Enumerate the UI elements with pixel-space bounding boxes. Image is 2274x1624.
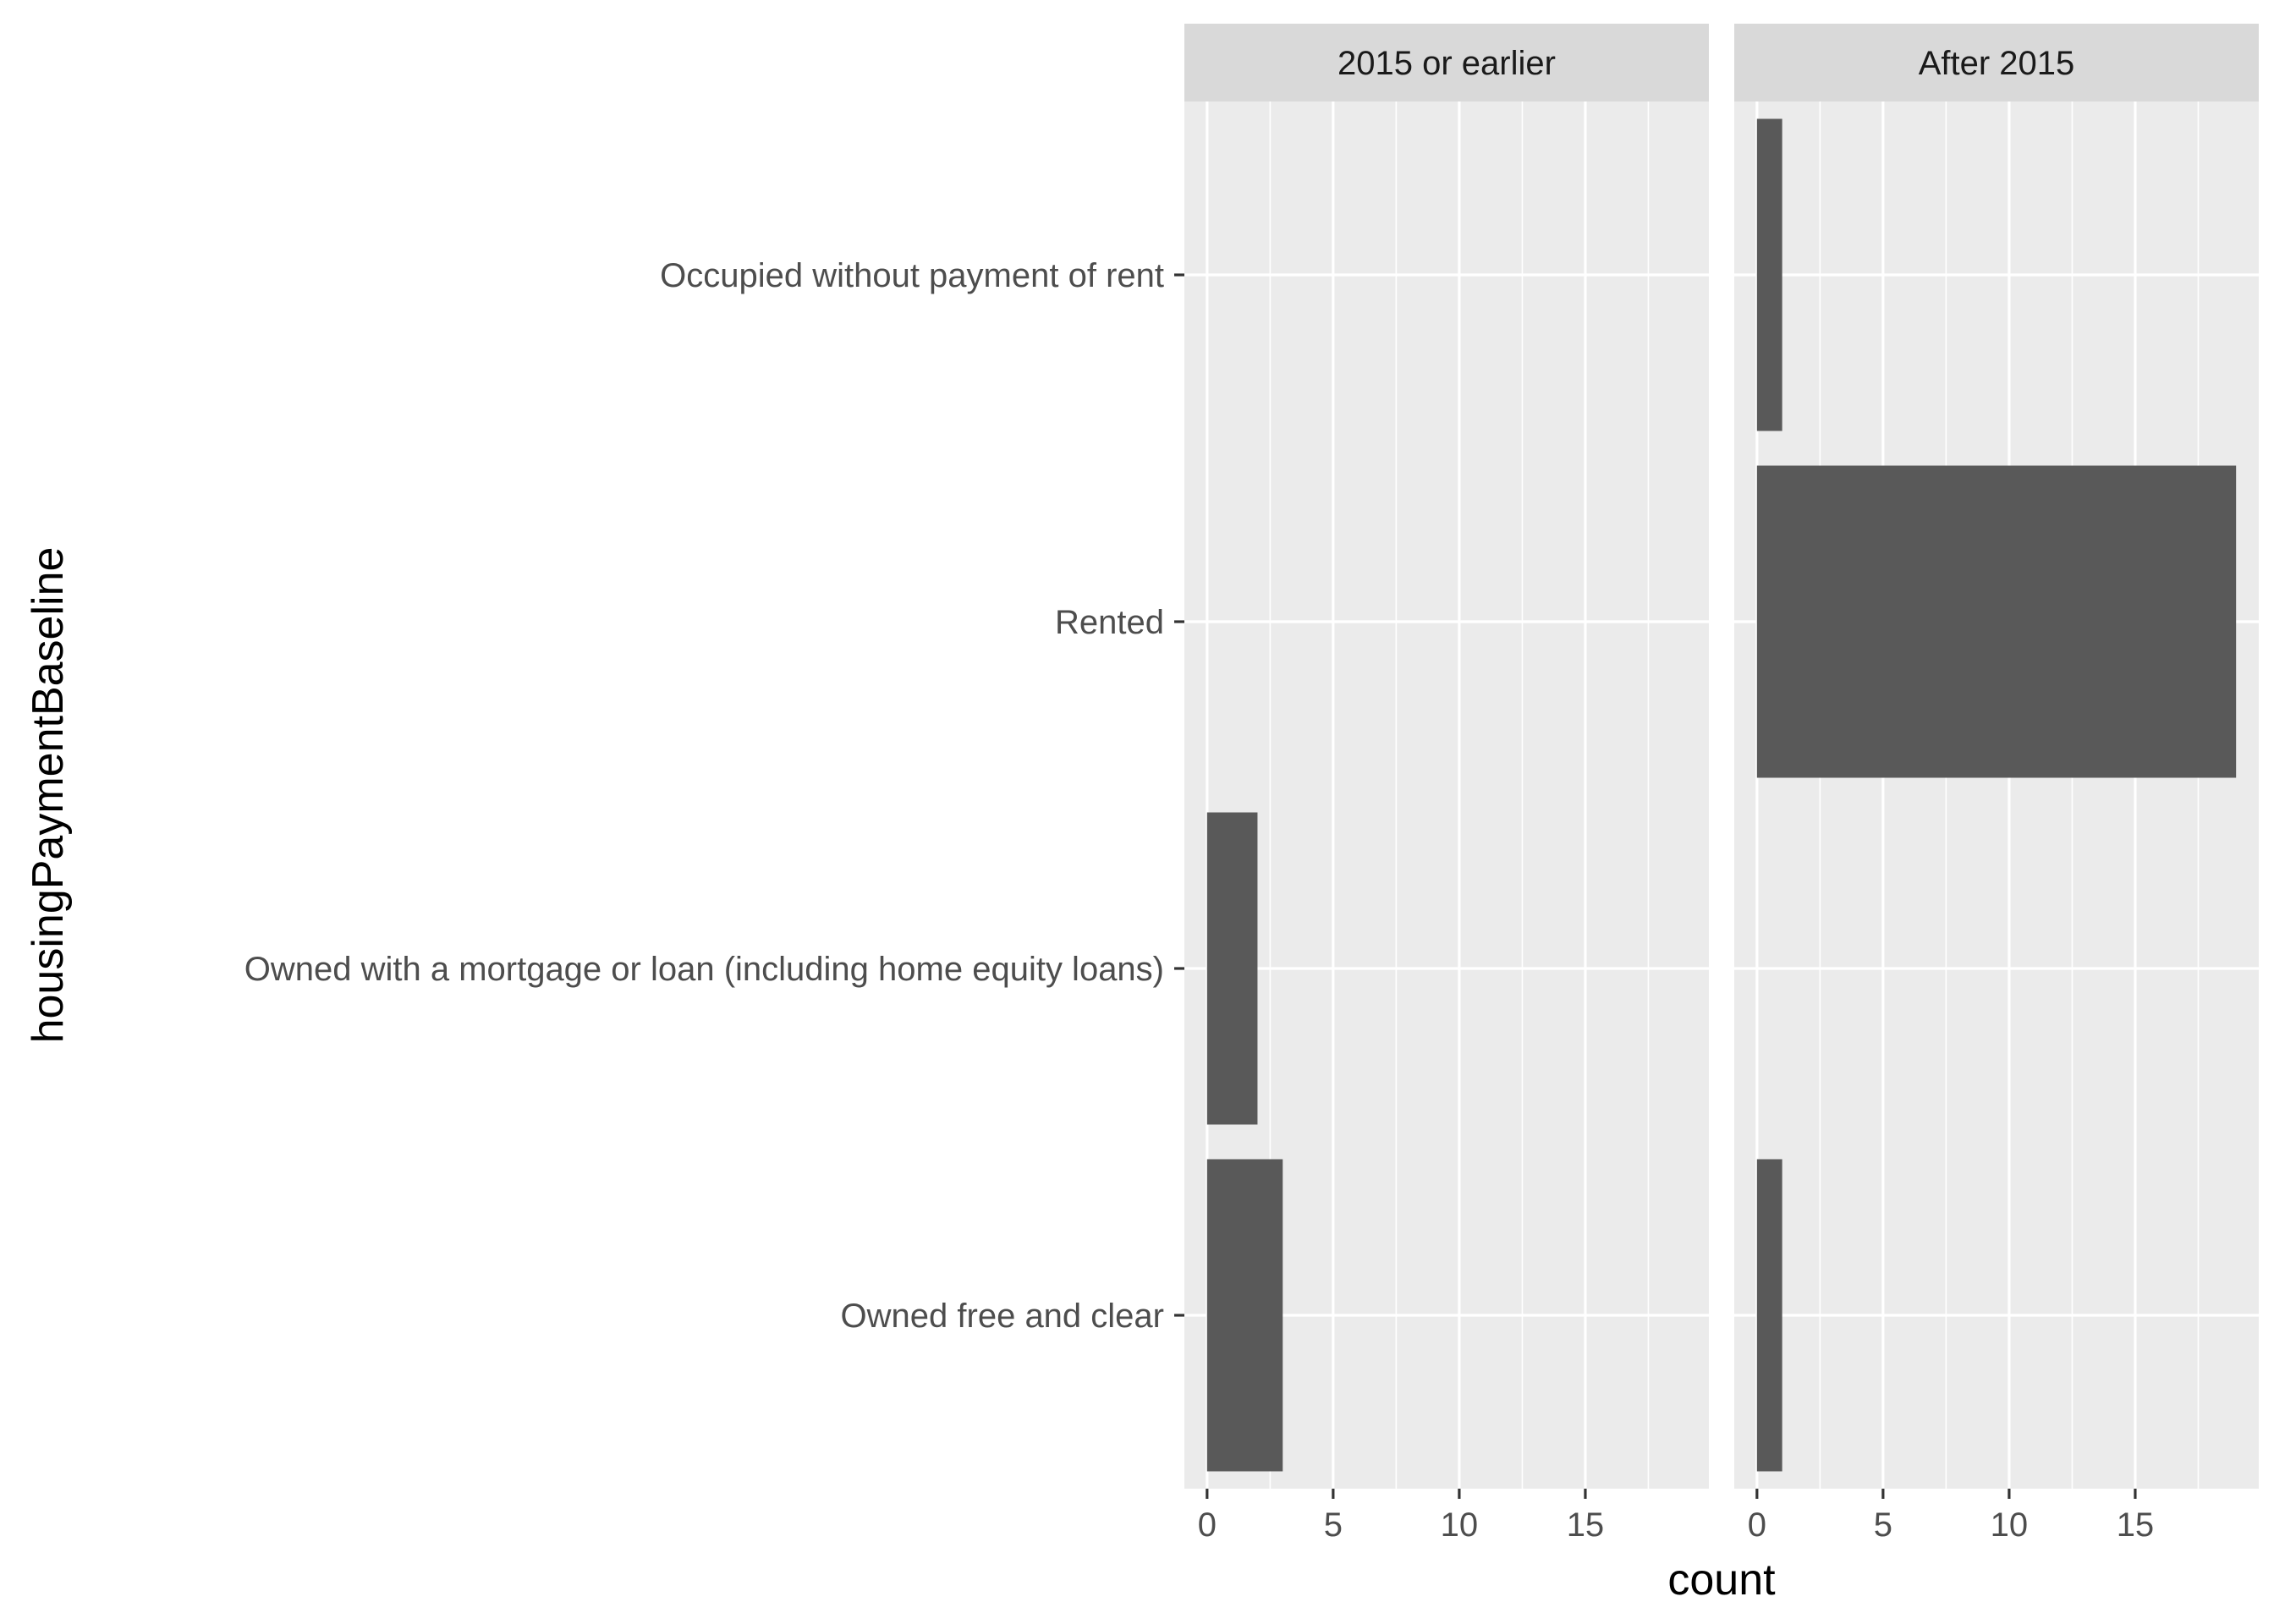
y-tick-label: Rented bbox=[1055, 604, 1164, 641]
facet-strip-label-right: After 2015 bbox=[1919, 45, 2075, 82]
y-axis: Occupied without payment of rent Rented Ow… bbox=[244, 257, 1184, 1335]
y-axis-title: housingPaymentBaseline bbox=[24, 547, 73, 1044]
facet-strip-left bbox=[1184, 24, 1709, 102]
x-tick-label: 15 bbox=[1567, 1506, 1605, 1544]
bars bbox=[1206, 118, 2237, 1472]
x-tick-label: 15 bbox=[2117, 1506, 2155, 1544]
bar-right-1 bbox=[1756, 465, 2237, 778]
x-tick-label: 10 bbox=[1441, 1506, 1479, 1544]
y-tick-label: Owned free and clear bbox=[841, 1298, 1164, 1335]
panel-background-right bbox=[1734, 102, 2259, 1489]
x-tick-label: 5 bbox=[1874, 1506, 1892, 1544]
x-tick-label: 0 bbox=[1198, 1506, 1217, 1544]
x-tick-label: 10 bbox=[1991, 1506, 2029, 1544]
x-axis-title: count bbox=[1667, 1555, 1776, 1605]
bar-right-3 bbox=[1756, 1159, 1782, 1472]
x-tick-label: 5 bbox=[1324, 1506, 1343, 1544]
bar-left-2 bbox=[1206, 812, 1258, 1125]
bar-left-3 bbox=[1206, 1159, 1283, 1472]
x-axis: 0 5 10 15 0 5 10 15 bbox=[1198, 1489, 2154, 1544]
facet-strip-label-left: 2015 or earlier bbox=[1337, 45, 1556, 82]
x-tick-label: 0 bbox=[1748, 1506, 1766, 1544]
y-tick-label: Occupied without payment of rent bbox=[660, 257, 1164, 294]
facet-strip-right bbox=[1734, 24, 2259, 102]
bar-right-0 bbox=[1756, 118, 1782, 431]
y-tick-label: Owned with a mortgage or loan (including… bbox=[244, 951, 1164, 988]
